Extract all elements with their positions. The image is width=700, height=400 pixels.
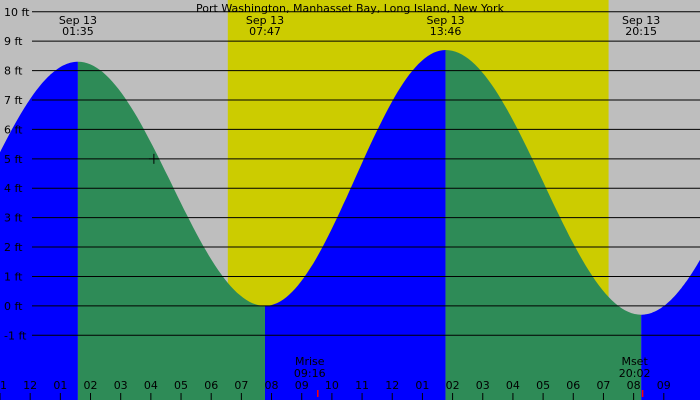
x-axis-ticks: 11 12 01 02 03 04 05 06 07 08 09 10 11 12 01 02 03 04 05 06… [0,379,671,400]
y-tick-label: 5 ft [4,153,23,166]
extreme-date-label: Sep 13 [622,14,660,27]
x-tick-label: 08 [627,379,641,392]
x-tick-label: 10 [325,379,339,392]
x-tick-label: 04 [144,379,158,392]
x-tick-label: 06 [566,379,580,392]
moon-event-label: Mset [621,355,648,368]
x-tick-label: 07 [234,379,248,392]
y-axis-labels: 10 ft 9 ft 8 ft 7 ft 6 ft 5 ft 4 ft 3 ft 2 ft 1 f… [4,6,30,343]
extreme-time-label: 13:46 [430,25,462,38]
x-tick-label: 01 [53,379,67,392]
y-tick-label: 1 ft [4,270,23,283]
x-tick-label: 09 [295,379,309,392]
y-tick-label: 0 ft [4,300,23,313]
chart-title: Port Washington, Manhasset Bay, Long Isl… [196,2,505,15]
tide-areas [0,50,700,400]
moon-event-time: 09:16 [294,367,326,380]
x-tick-label: 08 [265,379,279,392]
rising-tide-segment [0,61,78,400]
x-tick-label: 04 [506,379,520,392]
x-tick-label: 05 [536,379,550,392]
x-tick-label: 11 [0,379,7,392]
y-tick-label: 7 ft [4,94,23,107]
falling-tide-segment [445,50,642,400]
x-tick-label: 03 [476,379,490,392]
y-tick-label: 3 ft [4,212,23,225]
extreme-time-label: 01:35 [62,25,94,38]
moon-event-label: Mrise [295,355,325,368]
extreme-date-label: Sep 13 [59,14,97,27]
y-tick-label: 8 ft [4,65,23,78]
extreme-time-label: 07:47 [249,25,281,38]
y-tick-label: 4 ft [4,182,23,195]
x-tick-label: 06 [204,379,218,392]
x-tick-label: 02 [446,379,460,392]
x-tick-label: 02 [84,379,98,392]
x-tick-label: 07 [596,379,610,392]
y-tick-label: 2 ft [4,241,23,254]
crosshair-cursor [148,153,159,164]
rising-tide-segment [641,259,700,400]
extreme-time-label: 20:15 [625,25,657,38]
x-tick-label: 11 [355,379,369,392]
extreme-date-label: Sep 13 [246,14,284,27]
y-tick-label: 9 ft [4,35,23,48]
y-tick-label: 10 ft [4,6,30,19]
gridlines [32,11,700,336]
rising-tide-segment [265,50,446,400]
moon-event-time: 20:02 [619,367,651,380]
x-tick-label: 03 [114,379,128,392]
x-tick-label: 09 [657,379,671,392]
extreme-date-label: Sep 13 [426,14,464,27]
falling-tide-segment [77,61,265,400]
y-tick-label: -1 ft [4,329,27,342]
x-tick-label: 12 [23,379,37,392]
y-tick-label: 6 ft [4,123,23,136]
x-tick-label: 12 [385,379,399,392]
x-tick-label: 05 [174,379,188,392]
x-tick-label: 01 [415,379,429,392]
